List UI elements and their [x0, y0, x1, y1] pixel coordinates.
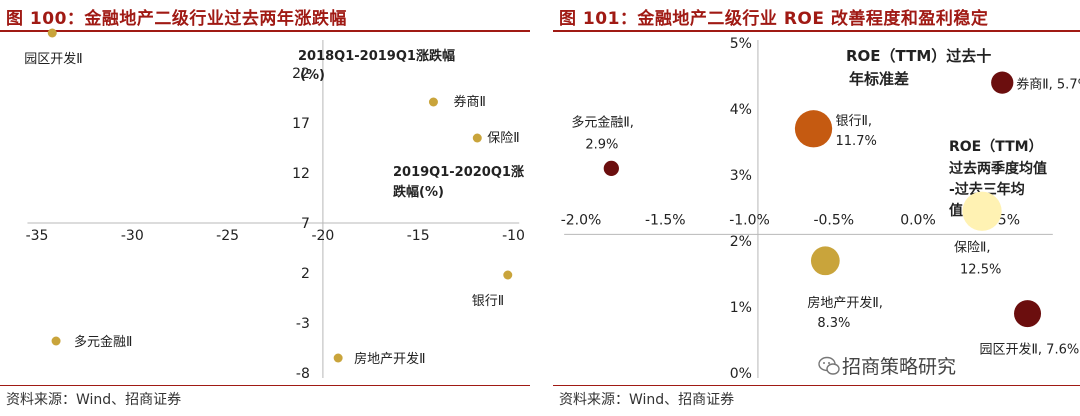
axis-annotation-line: 2018Q1-2019Q1涨跌幅 [298, 48, 455, 64]
scatter-point [333, 353, 343, 363]
point-label: 房地产开发Ⅱ [354, 351, 425, 367]
axis-annotation-line: (%) [300, 68, 325, 83]
x-tick-label: -10 [502, 228, 525, 244]
y-tick-label: 7 [301, 216, 310, 232]
bubble-label: 券商Ⅱ, 5.7% [1016, 77, 1080, 93]
source-note: 资料来源：Wind、招商证券 [559, 392, 735, 408]
y-tick-label: 2 [301, 266, 310, 282]
x-tick-label: -30 [121, 228, 144, 244]
wechat-icon [818, 356, 840, 375]
y-tick-label: -8 [296, 366, 310, 382]
x-tick-label: -25 [216, 228, 239, 244]
y-tick-label: 22 [292, 66, 310, 82]
bubble-chart-2: -2.0% -1.5% -1.0% -0.5% 0.0% 0.5%5%4%3%2%1%0%… [561, 36, 1080, 382]
bubble [962, 191, 1002, 231]
axis-annotation-line: 过去两季度均值 [949, 160, 1047, 177]
bubble-label: 8.3% [817, 316, 850, 331]
chart-title: 图 101：金融地产二级行业 ROE 改善程度和盈利稳定 [559, 9, 989, 29]
x-tick-label: -15 [407, 228, 430, 244]
bubble [1014, 300, 1042, 328]
bubble-label: 11.7% [836, 134, 877, 149]
y-tick-label: 3% [730, 168, 752, 184]
title-rule [553, 30, 1080, 32]
bubble [794, 110, 833, 148]
bubble-label: 园区开发Ⅱ, 7.6% [980, 342, 1080, 358]
scatter-point [51, 336, 61, 346]
point-label: 银行Ⅱ [472, 294, 504, 309]
bubble [991, 71, 1014, 94]
axis-annotation-line: 值 [949, 202, 963, 219]
axis-annotation-line: 2019Q1-2020Q1涨 [393, 165, 524, 180]
bubble-label: 房地产开发Ⅱ, [807, 295, 883, 311]
size-annotation-line: 年标准差 [849, 70, 909, 88]
axis-annotation-line: ROE（TTM） [949, 139, 1043, 155]
point-label: 保险Ⅱ [487, 131, 519, 146]
x-tick-label: 0.0% [900, 212, 936, 228]
bubble [810, 246, 840, 276]
watermark: 招商策略研究 [842, 356, 957, 378]
y-tick-label: 2% [730, 234, 752, 250]
x-tick-label: -20 [311, 228, 334, 244]
bubble [603, 160, 619, 177]
title-rule [0, 30, 530, 32]
scatter-point [472, 133, 482, 143]
scatter-chart-1: -35 -30 -25 -20 -15 -10 22 17 12 7 2 -3 -8 2018Q1-201… [24, 28, 525, 382]
chart-panel-right: 图 101：金融地产二级行业 ROE 改善程度和盈利稳定 -2.0% -1.5% -… [553, 0, 1080, 416]
y-tick-label: 1% [730, 300, 752, 316]
scatter-point [428, 97, 438, 107]
x-tick-label: -1.0% [729, 212, 770, 228]
scatter-point [47, 28, 57, 38]
axis-annotation-line: 跌幅(%) [393, 184, 444, 200]
scatter-point [503, 270, 513, 280]
source-rule [0, 385, 530, 386]
bubble-label: 银行Ⅱ, [836, 114, 873, 129]
x-tick-label: -2.0% [561, 212, 602, 228]
point-label: 多元金融Ⅱ [74, 334, 132, 350]
y-tick-label: 0% [730, 366, 752, 382]
bubble-label: 保险Ⅱ, [954, 240, 991, 255]
chart-panel-left: 图 100：金融地产二级行业过去两年涨跌幅 -35 -30 -25 -20 -15 -10… [0, 0, 530, 416]
point-label: 园区开发Ⅱ [24, 51, 82, 67]
bubble-label: 2.9% [585, 137, 618, 152]
x-tick-label: -1.5% [645, 212, 686, 228]
x-tick-label: -0.5% [813, 212, 854, 228]
source-note: 资料来源：Wind、招商证券 [6, 392, 182, 408]
axis-annotation-line: -过去三年均 [949, 181, 1025, 198]
y-tick-label: -3 [296, 316, 310, 332]
y-tick-label: 4% [730, 102, 752, 118]
chart-title: 图 100：金融地产二级行业过去两年涨跌幅 [6, 9, 347, 29]
y-tick-label: 17 [292, 116, 310, 132]
source-rule [553, 385, 1080, 386]
point-label: 券商Ⅱ [453, 94, 485, 110]
size-annotation-line: ROE（TTM）过去十 [846, 47, 991, 65]
bubble-label: 12.5% [960, 262, 1001, 277]
y-tick-label: 5% [730, 36, 752, 52]
x-tick-label: -35 [26, 228, 49, 244]
bubble-label: 多元金融Ⅱ, [571, 114, 634, 130]
y-tick-label: 12 [292, 166, 310, 182]
